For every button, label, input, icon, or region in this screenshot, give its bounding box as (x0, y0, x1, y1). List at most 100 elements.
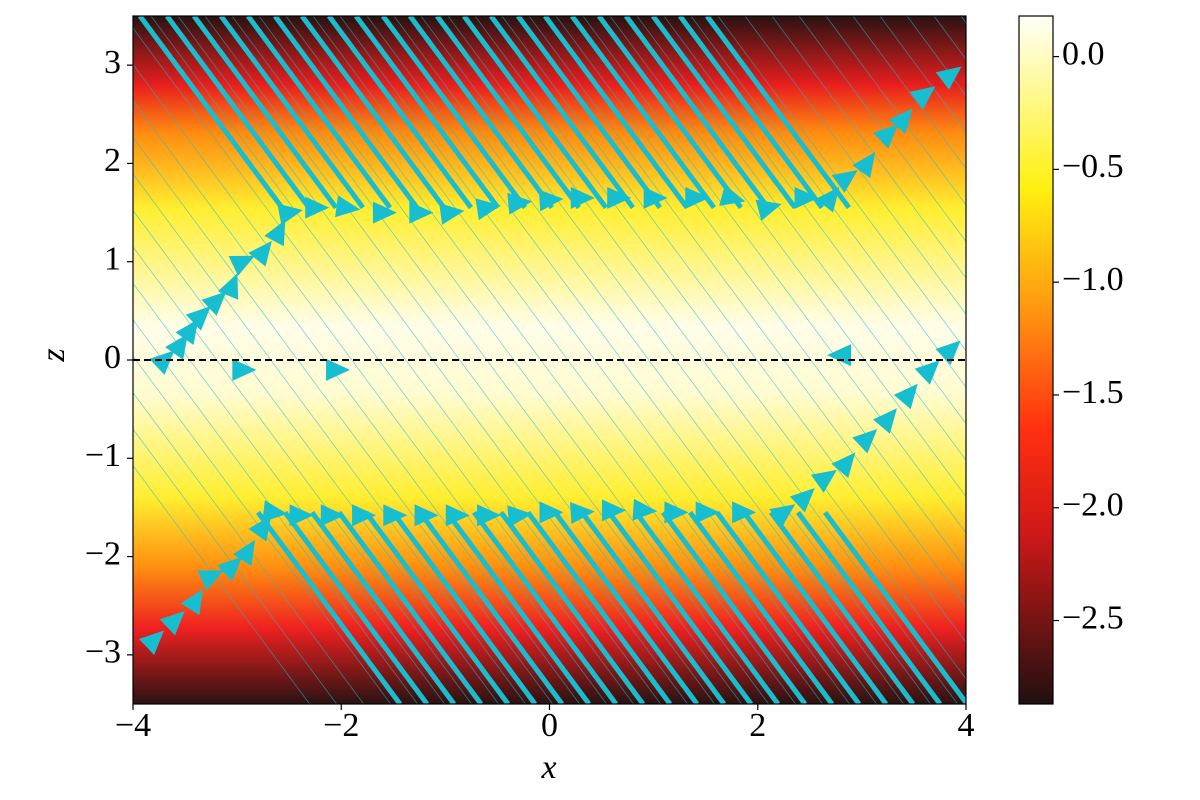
arrow-head (643, 186, 668, 209)
arrow-head (601, 499, 626, 522)
streamline-strong (299, 16, 446, 210)
streamline-strong (380, 16, 527, 210)
streamline-strong (553, 510, 700, 704)
x-tick-label: 2 (749, 707, 766, 744)
arrow-head (232, 358, 257, 381)
streamline-strong (256, 510, 403, 704)
y-tick-label: −3 (85, 634, 121, 671)
arrow-head (414, 504, 439, 527)
arrow-head (852, 429, 878, 454)
arrow-head (570, 186, 595, 209)
streamline (744, 16, 966, 316)
streamline (133, 464, 311, 704)
arrow-head (289, 504, 314, 527)
arrow-head (664, 501, 689, 524)
arrow-head (139, 630, 165, 655)
arrow-head (277, 203, 303, 226)
arrow-head (352, 504, 377, 527)
streamline-strong (364, 510, 511, 704)
arrow-head (305, 196, 330, 219)
y-tick-label: −2 (85, 535, 121, 572)
colorbar-tick-label: −2.5 (1062, 599, 1124, 636)
arrow-head (873, 408, 897, 434)
arrow-head (893, 383, 918, 410)
streamline (133, 391, 365, 704)
x-tick-label: 0 (541, 707, 558, 744)
streamline-strong (283, 510, 430, 704)
streamline-strong (677, 16, 824, 210)
arrow-head (262, 500, 288, 523)
streamline-strong (434, 16, 581, 210)
arrow-head (217, 273, 239, 300)
arrow-head (538, 189, 564, 212)
y-axis-label: z (35, 348, 72, 362)
streamline-strong (461, 16, 608, 210)
streamline (133, 63, 608, 704)
streamline-strong (580, 510, 727, 704)
arrow-head (159, 610, 185, 636)
arrow-head (320, 504, 345, 527)
x-tick-label: −2 (323, 707, 359, 744)
arrow-head (789, 487, 815, 513)
arrow-head (685, 186, 710, 209)
arrow-head (372, 201, 397, 224)
x-tick-label: 4 (958, 707, 975, 744)
arrow-head (831, 170, 858, 193)
streamline-strong (688, 510, 835, 704)
arrow-head (383, 504, 408, 527)
streamline-strong (488, 16, 635, 210)
colorbar-tick-label: 0.0 (1062, 35, 1105, 72)
arrow-head (409, 201, 434, 224)
x-tick-label: −4 (115, 707, 151, 744)
streamline-strong (596, 16, 743, 210)
streamline-strong (650, 16, 797, 210)
streamline-strong (418, 510, 565, 704)
streamline (133, 428, 338, 704)
streamline (690, 16, 966, 388)
arrow-head (695, 501, 720, 524)
streamline-strong (661, 510, 808, 704)
arrow-head (175, 319, 199, 346)
arrow-head (197, 570, 224, 591)
arrow-head (909, 86, 936, 110)
streamline (393, 16, 905, 704)
streamline-strong (218, 16, 365, 210)
streamline-strong (310, 510, 457, 704)
streamline-strong (607, 510, 754, 704)
streamline-strong (634, 510, 781, 704)
streamline-strong (569, 16, 716, 210)
arrow-head (201, 291, 227, 316)
streamline-strong (542, 16, 689, 210)
arrow-head (810, 469, 837, 493)
arrow-head (507, 505, 533, 528)
streamline (717, 16, 966, 352)
streamline-strong (245, 16, 392, 210)
streamline-strong (137, 16, 284, 210)
streamline-strong (715, 510, 862, 704)
streamline-strong (391, 510, 538, 704)
streamline-strong (796, 510, 943, 704)
streamline (771, 16, 966, 279)
arrow-head (217, 556, 243, 582)
arrow-head (632, 498, 658, 521)
streamline-strong (337, 510, 484, 704)
arrow-head (264, 219, 286, 247)
streamline (879, 16, 966, 133)
arrow-head (180, 588, 203, 616)
streamline-strong (445, 510, 592, 704)
streamline (150, 16, 662, 704)
arrow-head (539, 501, 564, 524)
streamline-strong (526, 510, 673, 704)
arrow-head (852, 151, 876, 178)
y-tick-label: 3 (104, 44, 121, 81)
streamline-strong (407, 16, 554, 210)
y-tick-label: 0 (104, 339, 121, 376)
arrow-head (794, 186, 819, 209)
arrow-head (228, 255, 255, 276)
y-tick-label: −1 (85, 437, 121, 474)
arrow-head (935, 340, 961, 366)
colorbar (1018, 15, 1054, 705)
streamline-strong (623, 16, 770, 210)
streamline-strong (191, 16, 338, 210)
arrow-head (326, 358, 351, 381)
